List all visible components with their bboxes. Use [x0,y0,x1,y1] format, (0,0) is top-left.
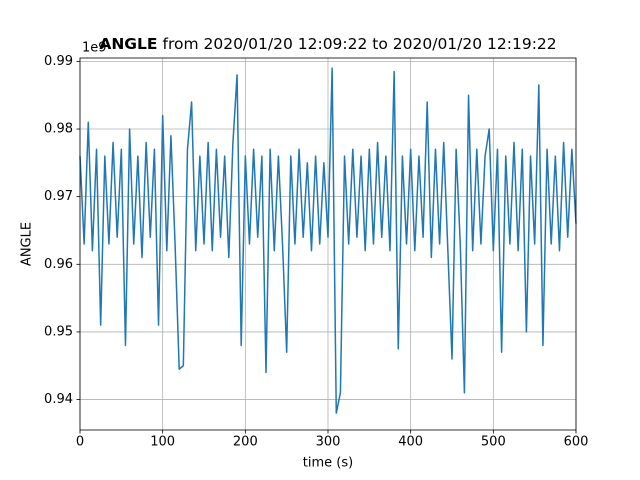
plot-frame [79,57,577,431]
y-tick-label: 0.97 [44,189,73,204]
y-axis-label: ANGLE [20,222,35,266]
x-tick-label: 0 [76,435,84,450]
y-tick-label: 0.99 [44,54,73,69]
y-tick-label: 0.96 [44,257,73,272]
x-axis-label: time (s) [303,456,353,471]
title-rest: from 2020/01/20 12:09:22 to 2020/01/20 1… [162,35,556,53]
x-tick-label: 100 [150,435,175,450]
y-tick-label: 0.95 [44,324,73,339]
y-tick-label: 0.94 [44,392,73,407]
y-tick-label: 0.98 [44,122,73,137]
offset-label: 1e9 [82,41,107,56]
x-tick-label: 600 [564,435,589,450]
x-tick-label: 500 [481,435,506,450]
x-tick-label: 400 [398,435,423,450]
chart-title: ANGLE from 2020/01/20 12:09:22 to 2020/01… [99,35,556,53]
x-tick-label: 300 [316,435,341,450]
data-line [79,67,577,414]
x-tick-label: 200 [233,435,258,450]
title-bold: ANGLE [99,35,157,53]
